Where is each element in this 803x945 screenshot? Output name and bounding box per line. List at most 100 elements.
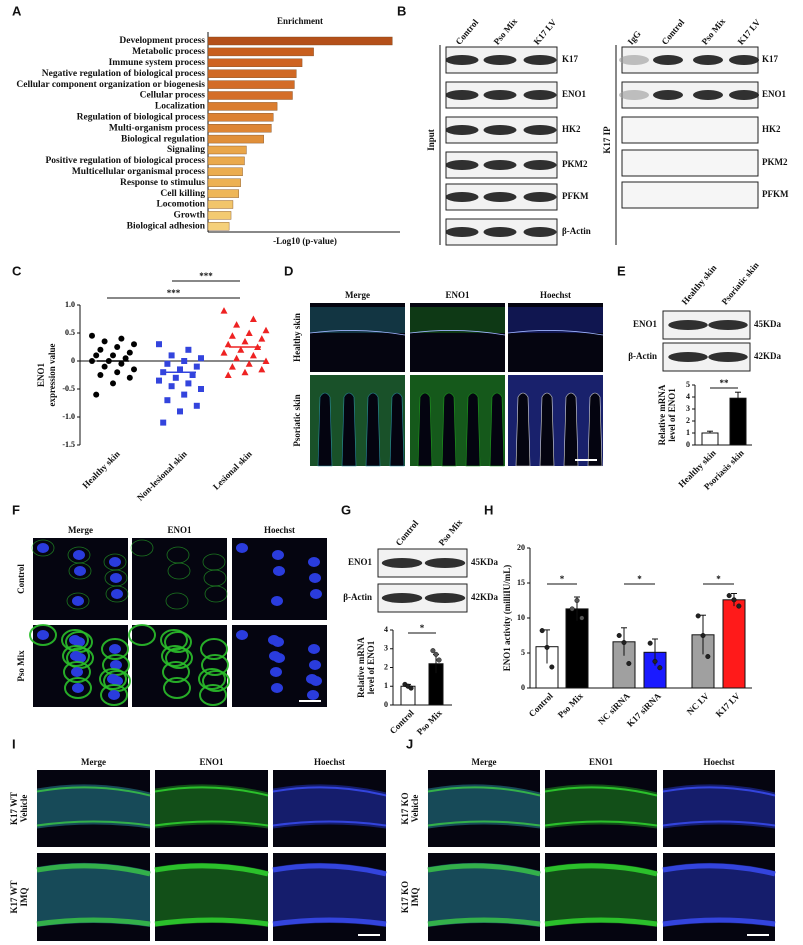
bar [207,123,272,133]
panel-label: B [397,3,406,18]
x-tick-label: K17 LV [714,690,743,719]
tissue [272,917,387,927]
protein-label: β-Actin [628,351,657,361]
tissue [508,307,603,333]
point [164,397,171,404]
point [220,307,228,314]
cell [166,546,190,564]
lane-label: Psoriatic skin [719,260,760,306]
point [241,337,249,345]
point [156,341,162,348]
point [574,598,580,604]
category-label: Localization [155,102,206,112]
blot-band [424,558,466,568]
bar [207,47,314,57]
lane-label: Control [393,518,420,548]
point [185,380,192,387]
point [245,329,253,336]
tissue [36,863,151,877]
category-label: Positive regulation of biological proces… [45,156,205,166]
point [262,357,270,364]
bar [207,102,278,111]
point [93,391,100,398]
point [408,685,414,691]
blot-band [483,160,517,170]
bar [729,397,747,446]
blot-band [381,558,423,568]
blot-band [729,90,759,100]
category-label: Cellular process [140,91,206,101]
point [233,321,241,328]
tissue [36,786,151,797]
point [245,360,253,367]
blot-band [729,55,759,65]
point [621,640,627,646]
x-tick-label: Pso Mix [556,690,586,720]
nucleus [268,635,280,645]
tissue [515,392,531,467]
protein-label: K17 [562,54,579,64]
nucleus [236,630,248,640]
y-tick-label: 5 [521,648,525,657]
protein-label: PKM2 [762,157,788,167]
tissue [428,784,540,829]
panel-label: E [617,263,626,278]
y-tick-label: 20 [517,543,525,552]
tissue [662,917,776,927]
tissue [272,863,387,877]
tissue [427,863,541,877]
tissue [36,820,151,827]
cell [198,668,226,690]
bar [207,91,293,100]
point [89,332,95,339]
protein-label: HK2 [762,124,781,134]
blot-strip [621,149,759,177]
point [700,633,706,639]
protein-label: K17 [762,54,779,64]
nucleus [70,651,82,661]
y-tick-label: 0 [686,440,690,449]
point [241,368,249,376]
blot-band [483,192,517,202]
column-label: ENO1 [589,757,614,767]
tissue [310,307,405,333]
point [224,371,232,378]
row-label: K17 KO [400,881,410,913]
nucleus [73,550,85,560]
blot-band [668,352,708,362]
x-axis-label: -Log10 (p-value) [273,236,337,246]
blot-strip [621,116,759,144]
protein-label: ENO1 [562,89,587,99]
point [579,615,585,621]
blot-band [693,90,723,100]
category-label: Biological regulation [121,134,206,144]
tissue [663,862,775,927]
nucleus [270,667,282,677]
panel-label: A [12,3,22,18]
lane-label: Healthy skin [679,263,718,307]
bar [207,178,241,187]
point [198,386,204,392]
category-label: Immune system process [109,58,206,68]
category-label: Cellular component organization or bioge… [16,80,205,90]
cell [161,645,189,667]
point [114,344,121,350]
cell [67,546,91,564]
x-tick-label: K17 siRNA [625,690,663,728]
point [168,383,175,390]
x-tick-label: NC LV [685,690,711,716]
cell [165,592,189,610]
point [160,419,167,426]
row-label: IMQ [19,888,29,907]
point [172,374,179,381]
blot-band [653,55,683,65]
tissue [155,784,268,829]
tissue [309,330,406,336]
tissue [272,820,387,827]
blot-band [445,55,479,65]
point [652,658,658,664]
tissue [563,392,579,467]
y-tick-label: 0 [384,700,388,709]
x-tick-label: Pso Mix [415,707,445,737]
blot-band [445,160,479,170]
